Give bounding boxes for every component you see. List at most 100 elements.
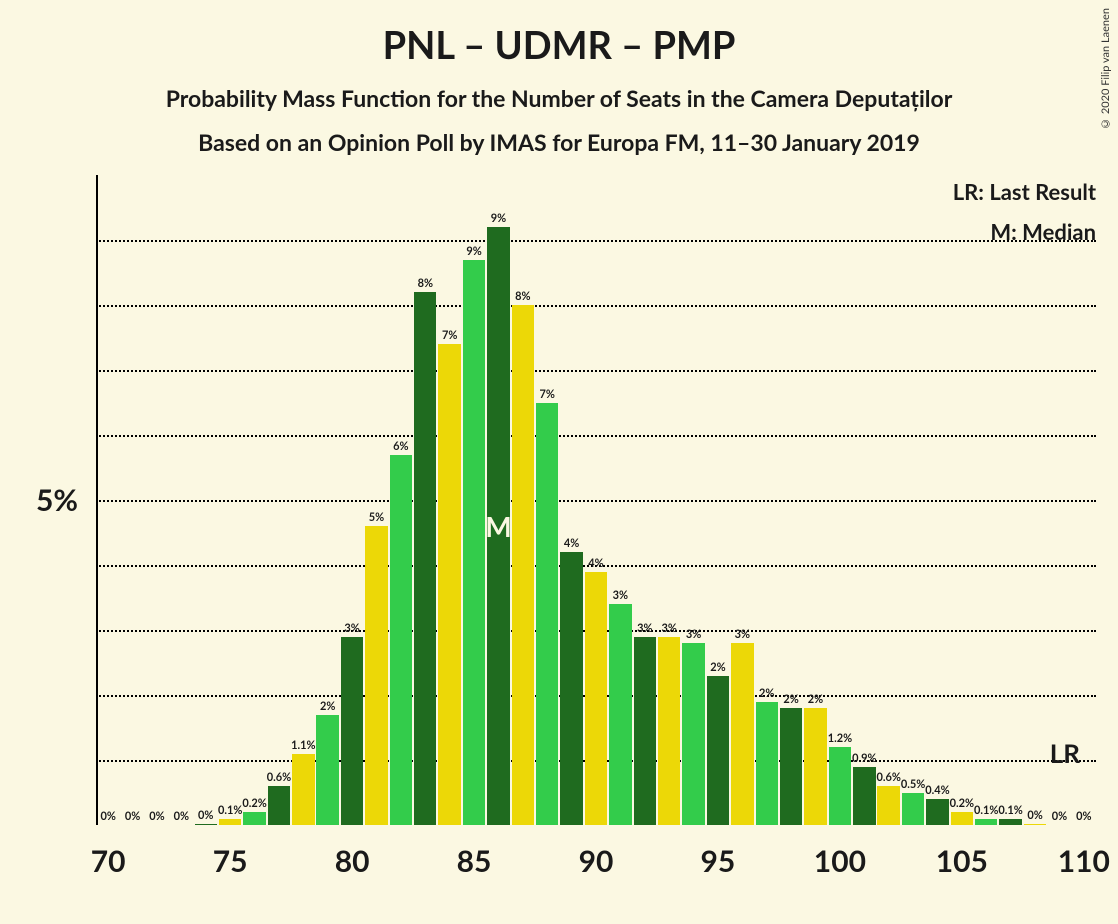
bar-value-label: 0.9% [852,752,876,765]
bar [390,455,412,826]
y-tick-label: 5% [36,482,78,518]
bar [634,637,656,826]
bar [512,305,534,825]
bar-value-label: 0.1% [998,804,1022,817]
bar-value-label: 2% [783,693,798,706]
bar [487,227,509,825]
bar [1024,824,1046,825]
x-tick-label: 75 [213,843,248,879]
bar-value-label: 8% [515,290,530,303]
bar-value-label: 6% [393,440,408,453]
bar-value-label: 0.2% [950,797,974,810]
bar-value-label: 5% [369,511,384,524]
bar-value-label: 3% [344,622,359,635]
bar-value-label: 1.2% [828,732,852,745]
copyright-label: © 2020 Filip van Laenen [1099,8,1112,130]
bar [292,754,314,826]
bar-value-label: 1.1% [291,739,315,752]
bar [975,819,997,826]
bar [926,799,948,825]
bar [804,708,826,825]
bar [268,786,290,825]
x-tick-label: 105 [936,843,988,879]
bar-value-label: 0% [100,810,115,823]
bar-value-label: 0% [198,809,213,822]
chart-subtitle-2: Based on an Opinion Poll by IMAS for Eur… [0,128,1118,156]
bar-value-label: 0.4% [925,784,949,797]
bar [658,637,680,826]
bar [438,344,460,825]
gridline [96,370,1096,372]
bar-value-label: 0% [1052,810,1067,823]
bar-value-label: 2% [710,661,725,674]
bar-value-label: 0% [1076,810,1091,823]
bar [609,604,631,825]
bar-value-label: 0% [149,810,164,823]
bar-value-label: 0% [174,810,189,823]
bar [682,643,704,825]
bar [536,403,558,826]
bar-value-label: 3% [735,628,750,641]
gridline [96,435,1096,437]
plot-area: 5%7075808590951001051100%0%0%0%0%0.1%0.2… [96,175,1096,825]
bar [195,824,217,825]
bar [316,715,338,826]
chart-subtitle-1: Probability Mass Function for the Number… [0,84,1118,112]
bar-value-label: 2% [759,687,774,700]
chart-title: PNL – UDMR – PMP [0,22,1118,68]
bar-value-label: 3% [661,622,676,635]
x-tick-label: 85 [457,843,492,879]
bar-value-label: 0.1% [974,804,998,817]
gridline [96,500,1096,502]
legend-median: M: Median [990,218,1096,245]
bar [902,793,924,826]
bar-value-label: 4% [588,557,603,570]
chart-container: PNL – UDMR – PMP Probability Mass Functi… [0,0,1118,924]
last-result-marker: LR [1050,737,1080,769]
gridline [96,305,1096,307]
bar-value-label: 0.6% [267,771,291,784]
bar [707,676,729,826]
bar [731,643,753,825]
bar-value-label: 3% [637,622,652,635]
bar [951,812,973,825]
bar-value-label: 2% [808,693,823,706]
bar-value-label: 0.1% [218,804,242,817]
bar-value-label: 0.2% [242,797,266,810]
bar-value-label: 3% [613,589,628,602]
bar [414,292,436,825]
bar [219,819,241,826]
bar [365,526,387,825]
bar-value-label: 9% [491,212,506,225]
bar-value-label: 9% [466,245,481,258]
bar-value-label: 8% [418,277,433,290]
bar [341,637,363,826]
bar-value-label: 0% [125,810,140,823]
bar-value-label: 7% [442,329,457,342]
bar [780,708,802,825]
bar [243,812,265,825]
x-tick-label: 90 [579,843,614,879]
x-tick-label: 80 [335,843,370,879]
bar-value-label: 0% [1027,809,1042,822]
bar [463,260,485,826]
bar-value-label: 3% [686,628,701,641]
bar [999,819,1021,826]
legend-last-result: LR: Last Result [953,178,1096,205]
bar-value-label: 7% [540,388,555,401]
gridline [96,240,1096,242]
bar [585,572,607,826]
bar-value-label: 0.6% [876,771,900,784]
x-tick-label: 95 [701,843,736,879]
bar-value-label: 2% [320,700,335,713]
x-tick-label: 100 [814,843,866,879]
x-tick-label: 110 [1058,843,1110,879]
bar [877,786,899,825]
bar [756,702,778,826]
bar [853,767,875,826]
bar-value-label: 0.5% [901,778,925,791]
bar [560,552,582,825]
bar-value-label: 4% [564,537,579,550]
x-tick-label: 70 [91,843,126,879]
bar [829,747,851,825]
